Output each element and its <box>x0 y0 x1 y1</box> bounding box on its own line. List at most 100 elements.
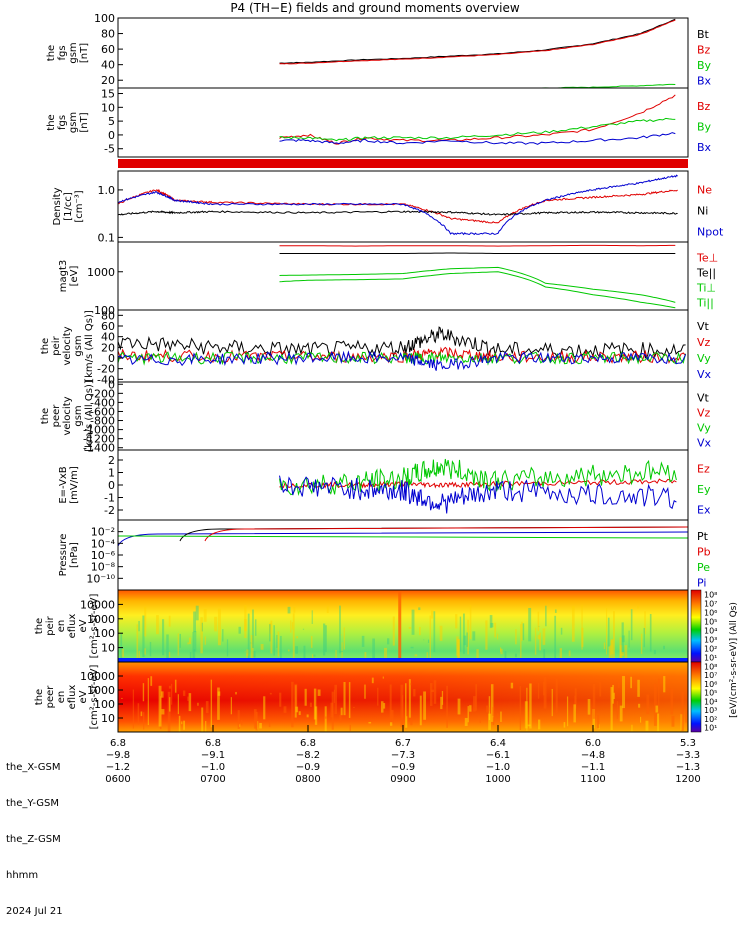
heatmap-streak <box>303 629 304 630</box>
heatmap-streak <box>175 680 177 693</box>
colorbar-tick: 10² <box>704 715 717 724</box>
legend-Te||: Te|| <box>696 267 716 280</box>
heatmap-streak <box>159 686 162 727</box>
heatmap-streak <box>561 628 562 635</box>
heatmap-streak <box>637 606 639 609</box>
heatmap-streak <box>493 717 494 725</box>
heatmap-streak <box>383 677 384 679</box>
legend-Vy: Vy <box>697 422 711 435</box>
legend-Pt: Pt <box>697 530 709 543</box>
heatmap-streak <box>205 636 206 644</box>
ylabel-line: en <box>56 620 67 633</box>
heatmap-streak <box>238 710 240 729</box>
heatmap-streak <box>564 722 566 728</box>
ylabel-line: [nT] <box>79 112 90 132</box>
footer-label-z: the_Z-GSM <box>6 834 63 846</box>
legend-Ti||: Ti|| <box>696 297 714 310</box>
heatmap-streak <box>353 707 355 708</box>
colorbar-label: [eV/(cm²-s-sr-eV)] (All Qs) <box>729 602 739 718</box>
heatmap-streak <box>150 642 151 656</box>
heatmap-streak <box>497 634 498 640</box>
heatmap-streak <box>608 618 610 647</box>
heatmap-fill <box>118 590 688 662</box>
legend-Bt: Bt <box>697 28 710 41</box>
heatmap-streak <box>492 707 494 716</box>
heatmap-streak <box>218 691 221 695</box>
heatmap-streak <box>599 682 601 697</box>
colorbar-tick: 10³ <box>704 706 717 715</box>
heatmap-streak <box>368 722 371 723</box>
heatmap-streak <box>671 689 674 714</box>
colorbar-tick: 10⁷ <box>704 600 717 609</box>
ylabel-line: gsm <box>68 112 79 133</box>
heatmap-streak <box>567 696 568 726</box>
legend-Bz: Bz <box>697 100 711 113</box>
series-Te⊥ <box>280 245 676 246</box>
footer-value: 1000 <box>478 774 518 786</box>
heatmap-streak <box>183 721 185 730</box>
heatmap-streak <box>143 712 144 729</box>
heatmap-streak <box>554 616 556 659</box>
heatmap-streak <box>631 609 633 640</box>
heatmap-streak <box>458 699 461 715</box>
heatmap-streak <box>552 689 553 716</box>
heatmap-streak <box>342 642 343 658</box>
colorbar-tick: 10⁵ <box>704 618 717 627</box>
heatmap-streak <box>194 631 197 652</box>
heatmap-streak <box>169 652 170 657</box>
heatmap-streak <box>654 650 656 654</box>
heatmap-streak <box>181 721 182 724</box>
footer-value: 1100 <box>573 774 613 786</box>
ytick-label: 1000 <box>87 266 115 279</box>
heatmap-streak <box>646 721 649 731</box>
heatmap-streak <box>657 713 659 731</box>
colorbar-tick: 10⁸ <box>704 662 717 671</box>
heatmap-streak <box>581 628 583 647</box>
heatmap-streak <box>464 636 467 646</box>
ylabel-line: the <box>40 408 51 424</box>
heatmap-streak <box>187 642 188 644</box>
heatmap-streak <box>604 642 605 649</box>
heatmap-streak <box>288 607 291 614</box>
heatmap-streak <box>393 617 395 646</box>
heatmap-streak <box>273 625 275 655</box>
footer-value: −1.0 <box>193 762 233 774</box>
series-Ti|| <box>280 272 676 308</box>
heatmap-streak <box>671 716 674 727</box>
heatmap-streak <box>637 680 640 697</box>
heatmap-streak <box>335 650 336 659</box>
colorbar-tick: 10⁴ <box>704 627 717 636</box>
heatmap-streak <box>529 683 531 728</box>
colorbar-1 <box>691 590 701 662</box>
ylabel-line: [km/s (All Qs)] <box>84 310 95 382</box>
heatmap-streak <box>211 680 212 728</box>
heatmap-streak <box>327 606 329 613</box>
ytick-label: -2 <box>104 504 115 517</box>
heatmap-streak <box>419 627 421 635</box>
heatmap-streak <box>305 689 307 706</box>
ylabel-line: the <box>34 618 45 634</box>
heatmap-streak <box>538 720 540 730</box>
legend-Ey: Ey <box>697 483 711 496</box>
heatmap-streak <box>528 608 531 641</box>
legend-Pi: Pi <box>697 576 706 589</box>
ytick-label: 10 <box>101 642 115 655</box>
heatmap-streak <box>528 725 531 727</box>
heatmap-streak <box>654 684 657 726</box>
footer-value: −9.1 <box>193 750 233 762</box>
heatmap-streak <box>204 609 207 622</box>
heatmap-streak <box>161 709 164 714</box>
heatmap-streak <box>138 703 140 724</box>
heatmap-streak <box>455 614 457 628</box>
heatmap-streak <box>573 704 576 722</box>
heatmap-streak <box>466 632 467 646</box>
heatmap-streak <box>311 636 313 648</box>
ylabel-line: peir <box>45 615 56 635</box>
heatmap-streak <box>193 612 196 633</box>
ylabel-line: [cm⁻³] <box>74 190 85 222</box>
colorbar-tick: 10² <box>704 645 717 654</box>
ylabel-line: [nT] <box>79 43 90 63</box>
heatmap-streak <box>178 694 179 714</box>
